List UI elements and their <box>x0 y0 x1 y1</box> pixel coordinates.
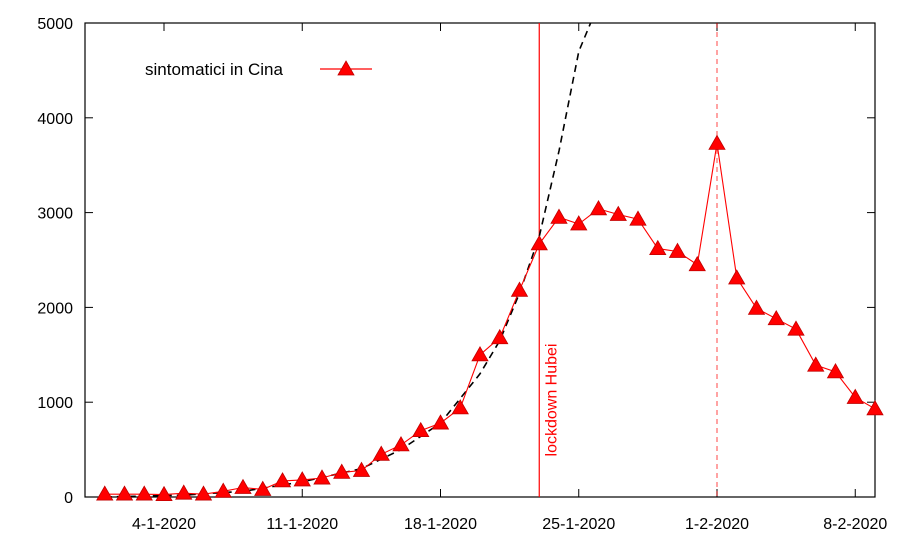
data-point <box>649 239 667 256</box>
legend: sintomatici in Cina <box>145 60 372 79</box>
data-point <box>392 436 410 452</box>
x-tick-label: 25-1-2020 <box>542 516 615 533</box>
legend-marker <box>337 60 355 76</box>
data-point <box>668 242 687 258</box>
data-point <box>115 485 134 501</box>
data-point <box>96 485 114 501</box>
data-point <box>194 485 213 501</box>
data-point <box>688 255 706 272</box>
x-tick-label: 4-1-2020 <box>132 516 196 533</box>
data-point <box>135 485 153 501</box>
data-point <box>234 478 252 494</box>
data-point <box>293 471 311 487</box>
data-point <box>273 472 292 488</box>
data-point <box>431 414 450 430</box>
y-tick-label: 0 <box>64 490 73 507</box>
data-point <box>609 205 627 221</box>
data-point <box>333 463 351 479</box>
data-point <box>787 320 805 336</box>
y-tick-label: 3000 <box>37 206 73 223</box>
x-tick-label: 8-2-2020 <box>823 516 887 533</box>
y-tick-label: 2000 <box>37 300 73 317</box>
data-point <box>175 484 193 500</box>
series-line <box>104 143 876 496</box>
data-point <box>155 485 173 502</box>
data-point <box>728 269 746 285</box>
data-point <box>570 215 588 231</box>
x-tick-label: 11-1-2020 <box>266 516 338 533</box>
fit-curve <box>104 23 592 497</box>
y-tick-label: 4000 <box>37 111 73 128</box>
legend-label: sintomatici in Cina <box>145 60 283 79</box>
x-tick-label: 1-2-2020 <box>685 516 749 533</box>
data-point <box>471 345 489 362</box>
lockdown-label: lockdown Hubei <box>543 344 560 457</box>
data-point <box>372 445 390 461</box>
data-point <box>807 356 825 372</box>
data-point <box>352 461 371 477</box>
data-point <box>747 299 766 315</box>
data-point <box>313 469 331 485</box>
data-point <box>866 400 884 416</box>
data-point <box>767 309 785 326</box>
data-point <box>412 421 430 438</box>
data-point <box>550 208 568 224</box>
data-point <box>254 480 272 496</box>
plot-frame <box>84 22 876 498</box>
y-tick-label: 5000 <box>37 16 73 33</box>
data-point <box>510 281 529 297</box>
data-point <box>491 328 509 345</box>
annotations: lockdown Hubei <box>538 23 718 497</box>
x-tick-label: 18-1-2020 <box>404 516 477 533</box>
data-point <box>451 399 469 415</box>
data-point <box>530 235 548 251</box>
y-tick-label: 1000 <box>37 395 73 412</box>
series-layer <box>96 23 884 502</box>
data-point <box>846 388 864 404</box>
data-point <box>214 482 232 498</box>
data-point <box>629 210 647 226</box>
data-point <box>589 200 608 216</box>
data-point <box>826 363 845 379</box>
y-axis: 0 1000 2000 3000 4000 5000 <box>37 16 875 507</box>
x-axis: 4-1-2020 11-1-2020 18-1-2020 25-1-2020 1-2-2… <box>132 23 887 533</box>
data-point <box>708 134 726 150</box>
